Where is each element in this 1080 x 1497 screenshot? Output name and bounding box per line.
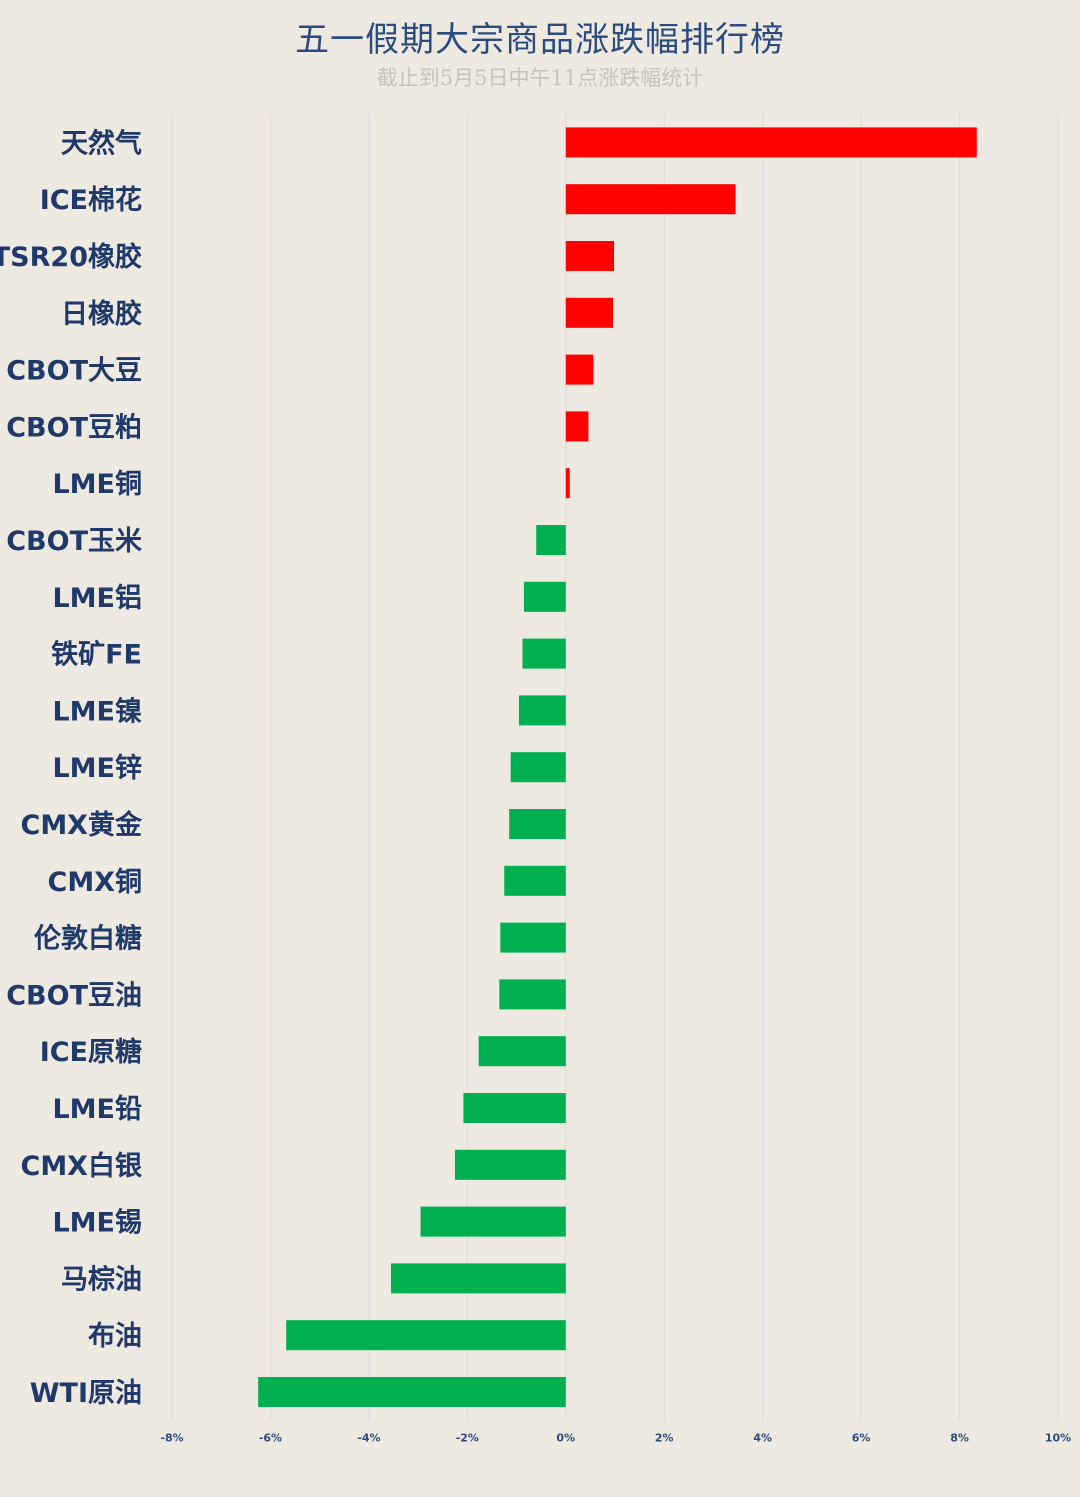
category-label: LME铅 [52, 1094, 142, 1125]
category-label: LME锌 [52, 753, 142, 784]
category-label: LME锡 [52, 1208, 142, 1239]
category-label: TSR20橡胶 [0, 241, 142, 273]
bar [565, 354, 594, 385]
x-tick-label: 0% [556, 1431, 575, 1444]
category-label: 天然气 [61, 127, 142, 159]
category-label: ICE棉花 [40, 185, 142, 216]
category-label: CBOT大豆 [6, 356, 142, 387]
bar [536, 525, 566, 555]
category-label: 马棕油 [61, 1264, 142, 1295]
x-tick-label: -2% [456, 1431, 479, 1444]
category-label: CMX白银 [21, 1150, 143, 1182]
bar [478, 1036, 566, 1067]
bar [504, 865, 566, 896]
x-tick-label: -6% [259, 1431, 282, 1444]
bar [565, 411, 589, 442]
bar [565, 127, 977, 158]
bar [463, 1093, 566, 1123]
bar [499, 979, 566, 1010]
category-label: LME铝 [52, 583, 142, 614]
category-label: CMX铜 [48, 867, 143, 898]
bar [509, 809, 566, 839]
category-label: 日橡胶 [61, 298, 142, 330]
bar [522, 638, 566, 669]
x-tick-label: 10% [1045, 1431, 1071, 1444]
category-label: 布油 [88, 1321, 142, 1352]
category-label: CBOT豆粕 [6, 412, 142, 443]
bar [455, 1149, 566, 1180]
category-label: LME铜 [52, 469, 142, 500]
bar [500, 922, 566, 953]
bar [258, 1377, 566, 1407]
category-label: CMX黄金 [21, 809, 143, 841]
chart-subtitle: 截止到5月5日中午11点涨跌幅统计 [376, 66, 704, 90]
x-tick-label: 8% [950, 1431, 969, 1444]
category-label: LME镍 [52, 696, 142, 727]
x-tick-label: 2% [655, 1431, 674, 1444]
bar [391, 1263, 566, 1294]
x-tick-label: -8% [160, 1431, 183, 1444]
x-tick-label: 6% [852, 1431, 871, 1444]
bar [519, 695, 566, 726]
category-label: 铁矿FE [51, 639, 142, 671]
bar [420, 1206, 566, 1237]
category-label: 伦敦白糖 [34, 923, 142, 955]
category-label: WTI原油 [30, 1378, 142, 1409]
bar [565, 184, 736, 215]
x-tick-label: 4% [753, 1431, 772, 1444]
category-label: ICE原糖 [40, 1036, 142, 1068]
bar [565, 468, 570, 499]
chart-title: 五一假期大宗商品涨跌幅排行榜 [295, 20, 785, 60]
x-tick-label: -4% [357, 1431, 380, 1444]
bar [510, 752, 566, 783]
bar [565, 241, 615, 271]
bar [523, 581, 566, 612]
bar [565, 297, 614, 328]
category-label: CBOT豆油 [6, 980, 142, 1011]
bar [286, 1320, 566, 1351]
category-label: CBOT玉米 [6, 526, 142, 557]
